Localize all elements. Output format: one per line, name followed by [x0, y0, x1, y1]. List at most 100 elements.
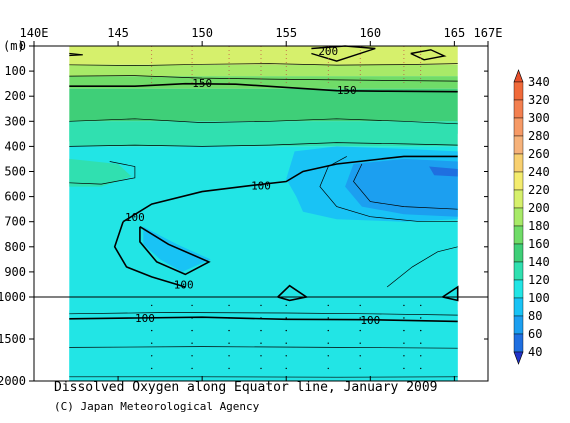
colorbar-label: 60 [528, 327, 542, 341]
station-dot [228, 304, 230, 307]
chart-title: Dissolved Oxygen along Equator line, Jan… [54, 380, 438, 395]
station-dot [260, 329, 262, 332]
station-dot [403, 342, 405, 344]
y-tick-label: 300 [4, 114, 26, 128]
station-dot [191, 367, 193, 370]
x-tick-label: 150 [191, 26, 213, 40]
color-band [69, 88, 458, 122]
y-tick-label: 600 [4, 190, 26, 204]
station-dot [327, 367, 329, 370]
colorbar-swatch [513, 81, 524, 101]
colorbar-swatch [513, 297, 524, 317]
colorbar-label: 340 [528, 75, 550, 89]
contour-line [69, 161, 136, 185]
colorbar-label: 160 [528, 237, 550, 251]
contour-line [386, 246, 458, 288]
station-dot [285, 342, 287, 344]
station-dot [403, 355, 405, 357]
contour-line-100 [139, 226, 211, 276]
station-dot [285, 367, 287, 370]
y-tick-label: 2000 [0, 374, 26, 388]
station-dot [191, 317, 193, 319]
station-dot [420, 329, 422, 332]
station-dot [359, 329, 361, 332]
oxygen-patch-100-deep [69, 310, 458, 381]
y-unit-label: (m) [3, 39, 25, 53]
plot-border [33, 45, 489, 382]
y-tick-label: 1000 [0, 290, 26, 304]
station-dot [327, 342, 329, 344]
y-tick-label: 400 [4, 139, 26, 153]
station-dot [420, 355, 422, 357]
colorbar-label: 140 [528, 255, 550, 269]
colorbar-label: 280 [528, 129, 550, 143]
colorbar-swatch [513, 243, 524, 263]
contour-line [69, 142, 458, 147]
colorbar-label: 40 [528, 345, 542, 359]
colorbar-label: 80 [528, 309, 542, 323]
y-tick-label: 500 [4, 165, 26, 179]
colorbar-label: 300 [528, 111, 550, 125]
station-dot [260, 355, 262, 357]
station-markers [151, 46, 422, 370]
color-band [69, 64, 458, 77]
station-dot [228, 317, 230, 319]
station-dot [260, 317, 262, 319]
colorbar-label: 200 [528, 201, 550, 215]
y-axis-ticks: 0 100 200 300 400 500 600 700 800 900 1000 1500 2000… [0, 39, 488, 388]
contour-line [69, 118, 458, 125]
station-dot [228, 355, 230, 357]
station-dot [228, 329, 230, 332]
station-dot [359, 304, 361, 307]
station-dot [420, 317, 422, 319]
colorbar-swatch [513, 207, 524, 227]
oxygen-patch-120-west [69, 158, 132, 187]
station-dot [151, 367, 153, 370]
x-axis-ticks: 140E 145 150 155 160 165 167E [20, 26, 503, 381]
colorbar-label: 180 [528, 219, 550, 233]
contour-line-100 [69, 316, 458, 323]
colorbar-bottom-arrow [513, 351, 524, 365]
y-tick-label: 900 [4, 265, 26, 279]
contour-label: 100 [251, 179, 271, 192]
plot-frame [33, 45, 489, 382]
station-dot [327, 317, 329, 319]
colorbar-swatch [513, 225, 524, 245]
station-dot [359, 355, 361, 357]
contour-label: 150 [192, 77, 212, 90]
station-dot [359, 317, 361, 319]
y-tick-label: 1500 [0, 332, 26, 346]
colorbar-label: 100 [528, 291, 550, 305]
x-tick-label: 167E [474, 26, 503, 40]
colorbar-legend: 40 60 80 100 120 140 160 180 200 220 240 260 280 300 3… [513, 69, 550, 365]
oxygen-color-bands [69, 46, 458, 381]
oxygen-patch-40-east [429, 166, 458, 177]
colorbar-swatch [513, 333, 524, 353]
station-dot [359, 367, 361, 370]
station-dot [285, 317, 287, 319]
contour-line [69, 63, 458, 66]
contour-lines [69, 45, 459, 378]
color-band [69, 46, 458, 65]
colorbar-swatch [513, 117, 524, 137]
contour-line [69, 312, 458, 316]
contour-line [319, 156, 458, 223]
x-tick-label: 145 [107, 26, 129, 40]
y-tick-label: 0 [19, 39, 26, 53]
color-band [69, 76, 458, 89]
colorbar-label: 240 [528, 165, 550, 179]
contour-label: 100 [125, 211, 145, 224]
station-dot [151, 342, 153, 344]
station-dot [285, 329, 287, 332]
colorbar-label: 220 [528, 183, 550, 197]
contour-line [69, 75, 458, 82]
y-tick-label: 100 [4, 64, 26, 78]
contour-line-100 [113, 221, 186, 288]
station-dot [228, 342, 230, 344]
station-dot [327, 329, 329, 332]
station-dot [151, 329, 153, 332]
chart-credit: (C) Japan Meteorological Agency [54, 400, 260, 413]
contour-line-150 [69, 82, 458, 93]
